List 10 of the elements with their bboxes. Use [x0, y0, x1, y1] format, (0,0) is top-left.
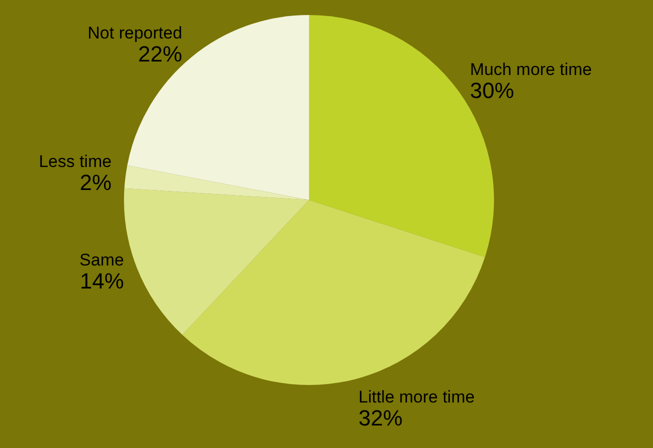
slice-label: Little more time — [358, 388, 475, 407]
slice-label: Much more time — [470, 60, 592, 80]
data-label: 32% — [358, 406, 403, 431]
data-label: 14% — [80, 268, 124, 294]
slice-label: Same — [80, 250, 124, 270]
slice-label: Less time — [38, 152, 112, 172]
data-label: 22% — [138, 42, 182, 67]
data-label: 30% — [470, 78, 514, 104]
data-label: 2% — [80, 170, 112, 196]
slice-label: Not reported — [88, 24, 182, 43]
